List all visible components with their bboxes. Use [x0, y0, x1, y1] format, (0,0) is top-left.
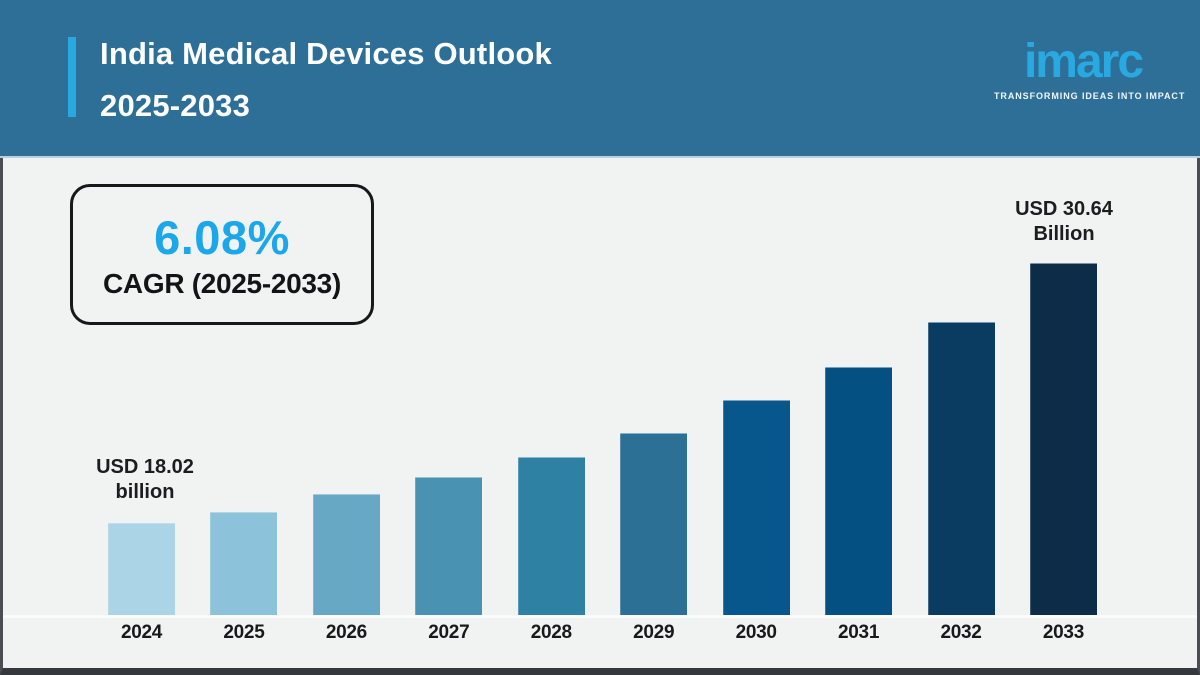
x-axis-label-2032: 2032 — [940, 622, 982, 643]
end-value-annotation: USD 30.64 Billion — [979, 197, 1149, 247]
bar-column-2030: 2030 — [722, 158, 790, 643]
bar-2028 — [517, 457, 585, 615]
cagr-card: 6.08% CAGR (2025-2033) — [70, 184, 374, 325]
start-value-annotation: USD 18.02 billion — [60, 455, 230, 505]
cagr-label: CAGR (2025-2033) — [103, 267, 341, 299]
x-axis-label-2025: 2025 — [223, 622, 265, 643]
chart-area: 6.08% CAGR (2025-2033) USD 18.02 billion… — [0, 158, 1200, 675]
bar-2027 — [415, 477, 483, 615]
x-axis-label-2030: 2030 — [735, 622, 777, 643]
x-axis-label-2028: 2028 — [530, 622, 572, 643]
x-axis-label-2027: 2027 — [428, 622, 470, 643]
page-title-line1: India Medical Devices Outlook — [100, 36, 552, 71]
bar-2029 — [620, 433, 688, 615]
bar-column-2025: 2025 — [210, 158, 278, 643]
bar-column-2027: 2027 — [415, 158, 483, 643]
end-value-line1: USD 30.64 — [1015, 198, 1113, 220]
bar-2024 — [108, 523, 175, 615]
bar-2031 — [825, 367, 893, 615]
x-axis-label-2033: 2033 — [1042, 622, 1084, 643]
page-title-line2: 2025-2033 — [100, 88, 251, 123]
x-axis-label-2031: 2031 — [838, 622, 880, 643]
x-axis-label-2029: 2029 — [633, 622, 675, 643]
imarc-wordmark: imarc — [1023, 35, 1144, 88]
bar-2026 — [312, 494, 380, 615]
page-title: India Medical Devices Outlook 2025-2033 — [100, 28, 552, 132]
bar-column-2033: 2033 — [1029, 158, 1097, 643]
bar-column-2024: 2024 — [108, 158, 175, 643]
bar-2033 — [1029, 263, 1097, 615]
start-value-line2: billion — [115, 481, 175, 503]
bar-column-2028: 2028 — [517, 158, 585, 643]
x-axis-line — [3, 615, 1197, 618]
bar-column-2031: 2031 — [825, 158, 893, 643]
title-accent-bar — [68, 37, 76, 117]
bar-chart: 2024 2025 2026 2027 2028 2029 2030 2031 2032 2033 — [108, 158, 1097, 643]
bar-2030 — [722, 400, 790, 615]
header-banner: India Medical Devices Outlook 2025-2033 … — [0, 0, 1200, 158]
bar-2025 — [210, 512, 278, 615]
bar-column-2029: 2029 — [620, 158, 688, 643]
imarc-tagline: TRANSFORMING IDEAS INTO IMPACT — [994, 91, 1186, 101]
end-value-line2: Billion — [1033, 223, 1095, 245]
bar-column-2026: 2026 — [312, 158, 380, 643]
bar-2032 — [927, 322, 995, 615]
start-value-line1: USD 18.02 — [96, 456, 194, 478]
x-axis-label-2024: 2024 — [120, 622, 163, 643]
bar-column-2032: 2032 — [927, 158, 995, 643]
cagr-value: 6.08% — [154, 210, 290, 264]
imarc-logo: imarc TRANSFORMING IDEAS INTO IMPACT — [994, 35, 1186, 102]
x-axis-label-2026: 2026 — [325, 622, 367, 643]
